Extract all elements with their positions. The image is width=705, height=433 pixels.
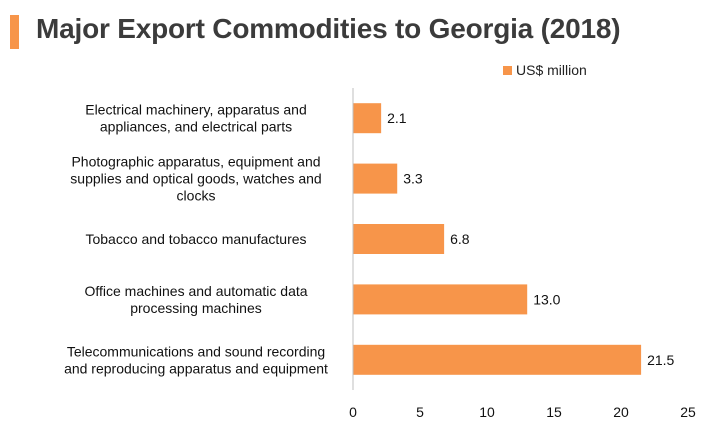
x-tick-label: 0 [349,404,357,420]
bar-value-label: 13.0 [533,291,560,307]
category-label: Office machines and automatic data proces… [84,283,307,316]
legend-swatch [503,65,512,75]
legend-label: US$ million [516,62,587,78]
category-label: Telecommunications and sound recording an… [64,343,328,376]
x-tick-label: 15 [546,404,562,420]
x-tick-label: 5 [416,404,424,420]
bar [353,224,445,254]
x-tick-label: 20 [613,404,629,420]
category-label: Tobacco and tobacco manufactures [85,231,306,247]
title-accent-bar [10,15,19,49]
bar-value-label: 3.3 [403,171,423,187]
x-tick-label: 10 [479,404,495,420]
x-tick-label: 25 [680,404,696,420]
bar [353,163,398,194]
bar [353,103,382,134]
bar [353,284,528,315]
legend: US$ million [503,62,587,78]
bar-value-label: 6.8 [450,231,470,247]
bar-value-label: 21.5 [647,352,674,368]
chart-title: Major Export Commodities to Georgia (201… [36,13,621,44]
category-label: Photographic apparatus, equipment and sup… [70,154,321,204]
bar-value-label: 2.1 [387,110,407,126]
bar [353,344,642,375]
category-label: Electrical machinery, apparatus and appli… [85,102,307,135]
